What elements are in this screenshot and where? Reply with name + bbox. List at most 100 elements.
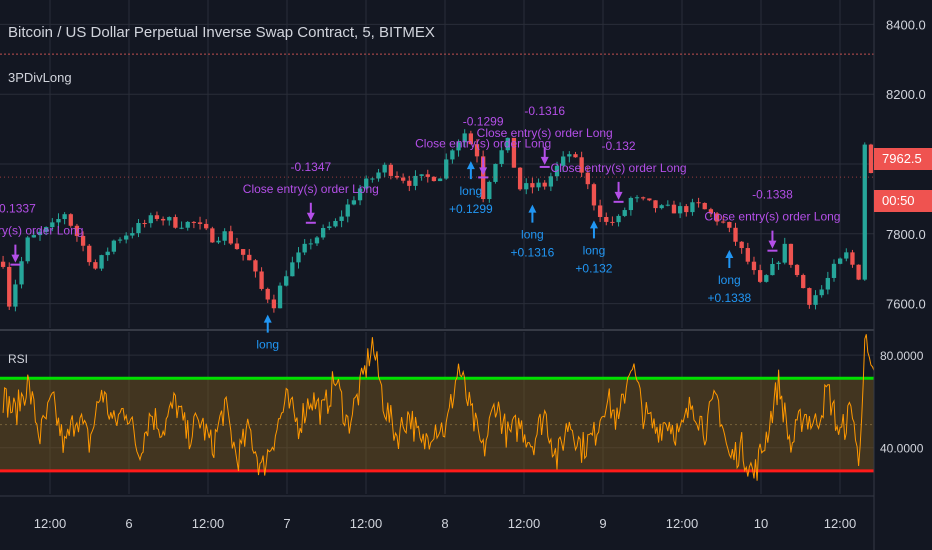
candle-body bbox=[764, 275, 769, 282]
candle-body bbox=[721, 221, 726, 223]
candle-body bbox=[259, 271, 264, 289]
time-tick-label: 6 bbox=[125, 516, 132, 531]
candle-body bbox=[68, 214, 73, 226]
candle-body bbox=[745, 248, 750, 262]
close-order-value: -0.132 bbox=[602, 139, 636, 153]
candle-body bbox=[634, 197, 640, 199]
candle-body bbox=[25, 237, 30, 262]
entry-arrow-icon bbox=[725, 250, 734, 269]
candle-body bbox=[308, 243, 313, 245]
candle-body bbox=[659, 205, 664, 209]
candle-body bbox=[240, 249, 246, 255]
candle-body bbox=[271, 299, 277, 309]
candle-body bbox=[819, 289, 824, 296]
candle-body bbox=[345, 204, 350, 217]
time-tick-label: 9 bbox=[599, 516, 606, 531]
candle-body bbox=[616, 215, 621, 223]
candle-body bbox=[456, 142, 461, 151]
candle-body bbox=[296, 252, 301, 263]
chart-title: Bitcoin / US Dollar Perpetual Inverse Sw… bbox=[8, 24, 435, 41]
rsi-series-line bbox=[2, 334, 878, 481]
candle-body bbox=[862, 144, 867, 280]
candle-body bbox=[105, 251, 110, 256]
candle-body bbox=[542, 182, 547, 187]
candle-body bbox=[610, 221, 615, 223]
candle-body bbox=[548, 176, 554, 187]
entry-arrow-icon bbox=[466, 161, 475, 180]
close-order-label: Close entry(s) order Long bbox=[0, 224, 83, 238]
close-order-label: Close entry(s) order Long bbox=[704, 210, 840, 224]
entry-label: long bbox=[583, 243, 606, 257]
candle-body bbox=[462, 133, 467, 143]
close-order-value: -0.1338 bbox=[752, 188, 793, 202]
candle-body bbox=[468, 133, 474, 145]
candle-body bbox=[117, 239, 123, 241]
candle-body bbox=[850, 252, 855, 265]
rsi-band bbox=[0, 376, 874, 473]
candle-body bbox=[647, 198, 652, 201]
rsi-tick-label: 40.0000 bbox=[880, 442, 924, 456]
candle-body bbox=[628, 197, 634, 211]
candle-body bbox=[450, 150, 455, 160]
candle-body bbox=[407, 180, 412, 186]
candle-body bbox=[351, 200, 357, 205]
time-tick-label: 12:00 bbox=[666, 516, 699, 531]
close-order-value: -0.1337 bbox=[0, 202, 36, 216]
candle-body bbox=[690, 202, 695, 213]
candle-body bbox=[290, 262, 295, 277]
candle-body bbox=[277, 285, 283, 309]
candle-body bbox=[837, 258, 843, 264]
study-name[interactable]: 3PDivLong bbox=[8, 70, 72, 85]
candle-body bbox=[216, 240, 221, 243]
time-tick-label: 10 bbox=[754, 516, 768, 531]
candle-body bbox=[44, 227, 49, 232]
entry-label: long bbox=[718, 273, 741, 287]
rsi-label[interactable]: RSI bbox=[8, 352, 29, 366]
candle-body bbox=[284, 276, 289, 286]
candle-body bbox=[684, 206, 689, 213]
candle-body bbox=[782, 243, 787, 263]
candle-body bbox=[505, 137, 510, 151]
candle-body bbox=[801, 275, 806, 289]
candle-body bbox=[813, 295, 818, 305]
candle-body bbox=[419, 174, 424, 176]
rsi-tick-label: 80.0000 bbox=[880, 349, 924, 363]
candle-body bbox=[247, 254, 252, 261]
candle-body bbox=[831, 263, 837, 278]
candle-body bbox=[444, 159, 449, 179]
candle-body bbox=[333, 220, 338, 227]
candle-body bbox=[751, 261, 757, 271]
candle-body bbox=[517, 167, 523, 190]
close-arrow-icon bbox=[306, 202, 315, 221]
candle-body bbox=[739, 241, 744, 249]
candle-body bbox=[770, 263, 775, 276]
candle-body bbox=[511, 137, 517, 168]
candle-body bbox=[357, 188, 363, 201]
candle-body bbox=[0, 261, 6, 267]
price-tick-label: 8200.0 bbox=[886, 87, 926, 102]
entry-value: +0.1338 bbox=[707, 291, 751, 305]
entry-value: +0.1299 bbox=[449, 202, 493, 216]
candle-body bbox=[222, 231, 227, 241]
entry-label: long bbox=[521, 228, 544, 242]
entry-arrow-icon bbox=[263, 314, 272, 333]
candle-body bbox=[727, 221, 732, 228]
candle-body bbox=[757, 270, 763, 282]
candle-body bbox=[191, 221, 197, 223]
candle-body bbox=[585, 172, 590, 185]
close-order-label: Close entry(s) order Long bbox=[551, 161, 687, 175]
candle-body bbox=[487, 181, 492, 200]
rsi-line bbox=[2, 334, 878, 481]
close-arrow-icon bbox=[479, 157, 488, 176]
candle-body bbox=[148, 215, 153, 224]
candle-body bbox=[376, 172, 381, 179]
candle-body bbox=[50, 222, 55, 228]
candle-body bbox=[733, 227, 738, 242]
candle-body bbox=[364, 178, 369, 189]
candle-body bbox=[210, 228, 215, 243]
candle-body bbox=[856, 264, 861, 280]
time-tick-label: 12:00 bbox=[350, 516, 383, 531]
time-tick-label: 12:00 bbox=[192, 516, 225, 531]
candle-body bbox=[653, 200, 658, 209]
